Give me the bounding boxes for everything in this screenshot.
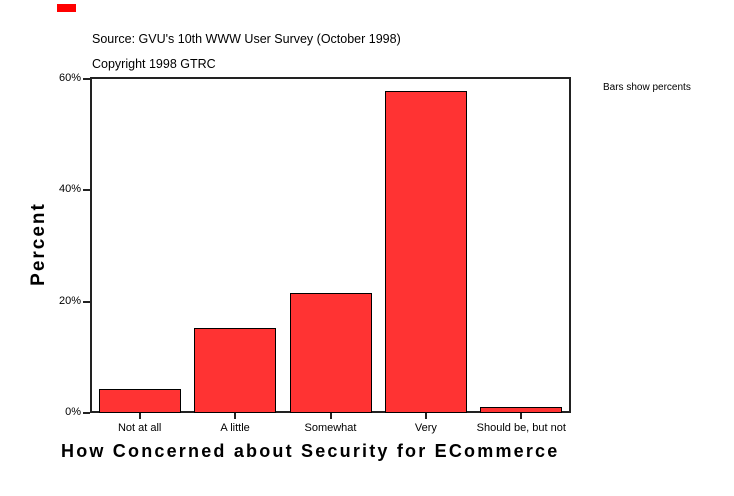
y-axis-label: Percent (28, 202, 49, 286)
bar-a-little (194, 328, 277, 413)
x-axis-tick-label: Not at all (117, 422, 162, 434)
source-annotation: Source: GVU's 10th WWW User Survey (Octo… (92, 32, 401, 46)
bars-note-annotation: Bars show percents (603, 82, 691, 93)
x-axis-tick (138, 413, 141, 419)
copyright-annotation: Copyright 1998 GTRC (92, 57, 216, 71)
x-axis-tick-label: Should be, but not (476, 422, 566, 434)
y-axis-tick-label: 60% (58, 72, 81, 84)
y-axis-tick-label: 40% (58, 183, 81, 196)
y-axis-tick-label: 0% (65, 406, 81, 418)
y-axis-tick (83, 300, 90, 303)
y-axis-tick (83, 412, 90, 414)
x-axis-tick (520, 413, 523, 419)
y-axis-tick (83, 78, 90, 80)
y-axis-tick (83, 189, 90, 192)
x-axis-tick-label: Somewhat (304, 422, 357, 434)
bar-somewhat (289, 292, 372, 413)
bar-should-be-but-not (480, 407, 563, 413)
bar-very (384, 90, 467, 413)
x-axis-tick-label: Very (414, 422, 437, 434)
red-mark-artifact (57, 4, 76, 12)
bar-not-at-all (98, 388, 181, 413)
chart-title: How Concerned about Security for ECommer… (61, 441, 560, 461)
x-axis-tick (329, 413, 332, 419)
y-axis-tick-label: 20% (58, 294, 81, 307)
x-axis-tick-label: A little (220, 422, 250, 434)
x-axis-tick (424, 413, 427, 419)
x-axis-tick (234, 413, 237, 419)
